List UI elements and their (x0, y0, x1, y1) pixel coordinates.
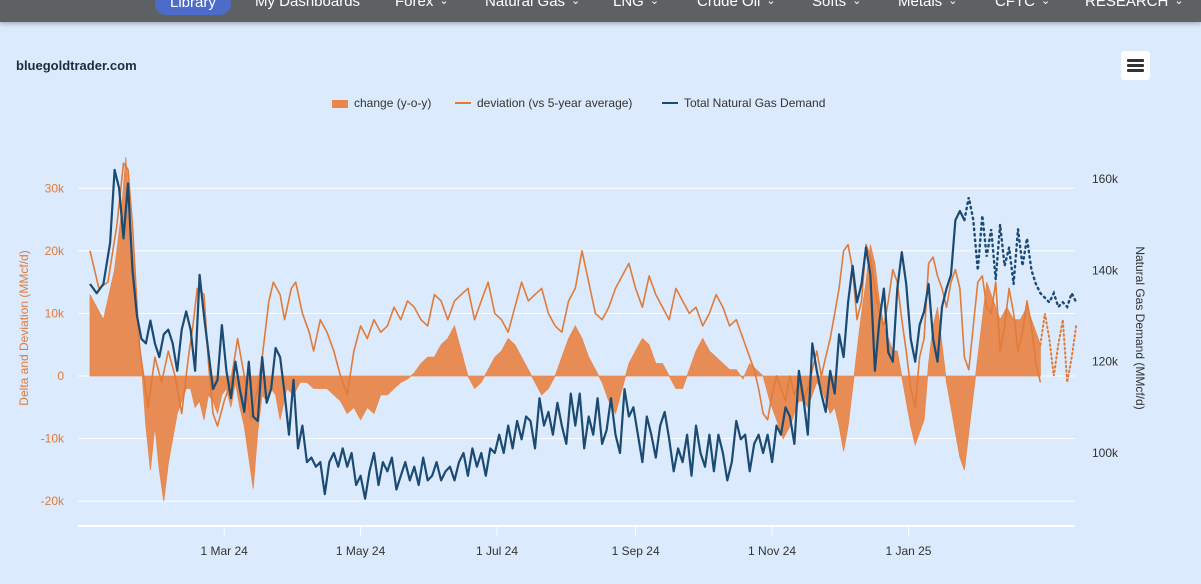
left-tick-label: 20k (45, 244, 65, 258)
legend-line-swatch (662, 102, 678, 104)
menu-bar (1127, 64, 1144, 67)
x-tick-label: 1 Sep 24 (612, 544, 660, 558)
right-tick-label: 100k (1092, 446, 1119, 460)
legend-label: deviation (vs 5-year average) (477, 96, 633, 110)
left-tick-label: -20k (41, 494, 65, 508)
nav-item-forex[interactable]: Forex ⌄ (395, 0, 449, 10)
legend-area-swatch (332, 100, 348, 108)
demand-line-series (89, 168, 1078, 500)
nav-item-my-dashboards[interactable]: My Dashboards (255, 0, 360, 10)
chevron-down-icon: ⌄ (571, 0, 581, 7)
nav-item-softs[interactable]: Softs ⌄ (812, 0, 861, 10)
deviation-line-series (89, 162, 1078, 427)
demand-line (89, 168, 966, 500)
nav-item-label: Natural Gas (485, 0, 566, 10)
right-axis-title: Natural Gas Demand (MMcf/d) (1133, 246, 1147, 409)
deviation-line (89, 162, 1042, 427)
left-axis-title: Delta and Deviation (MMcf/d) (17, 250, 31, 405)
right-tick-label: 120k (1092, 355, 1119, 369)
chevron-down-icon: ⌄ (439, 0, 449, 7)
nav-item-metals[interactable]: Metals ⌄ (898, 0, 957, 10)
legend-label: change (y-o-y) (354, 96, 432, 110)
chevron-down-icon: ⌄ (1041, 0, 1051, 7)
nav-item-label: CFTC (995, 0, 1035, 10)
right-tick-label: 140k (1092, 263, 1119, 277)
nav-item-label: Forex (395, 0, 434, 10)
left-axis: -20k -10k 0 10k 20k 30k Delta and Deviation (M… (17, 181, 65, 508)
left-tick-label: 30k (45, 181, 65, 195)
right-axis: 100k 120k 140k 160k Natural Gas Demand (MMcf… (1092, 172, 1147, 460)
x-axis: 1 Mar 24 1 May 24 1 Jul 24 1 Sep 24 1 Nov 24… (200, 526, 932, 558)
nav-item-lng[interactable]: LNG ⌄ (613, 0, 659, 10)
hamburger-menu-icon[interactable] (1121, 51, 1150, 80)
chevron-down-icon: ⌄ (1174, 0, 1184, 7)
nav-item-label: Crude Oil (697, 0, 761, 10)
chart-credit: bluegoldtrader.com (16, 58, 137, 73)
nav-item-research[interactable]: RESEARCH ⌄ (1085, 0, 1184, 10)
nav-item-label: Metals (898, 0, 943, 10)
x-tick-label: 1 May 24 (336, 544, 386, 558)
x-tick-label: 1 Mar 24 (200, 544, 248, 558)
nav-item-label: Softs (812, 0, 847, 10)
nav-item-label: LNG (613, 0, 644, 10)
change-area (89, 156, 1041, 502)
left-tick-label: -10k (41, 432, 65, 446)
top-nav-bar: Library My Dashboards Forex ⌄ Natural Gas… (0, 0, 1201, 22)
left-tick-label: 0 (57, 369, 64, 383)
x-tick-label: 1 Nov 24 (748, 544, 796, 558)
left-tick-label: 10k (45, 306, 65, 320)
chevron-down-icon: ⌄ (649, 0, 660, 7)
menu-bar (1127, 59, 1144, 62)
right-tick-label: 160k (1092, 172, 1119, 186)
nav-item-label: My Dashboards (255, 0, 361, 10)
chevron-down-icon: ⌄ (852, 0, 862, 7)
legend-label: Total Natural Gas Demand (684, 96, 826, 110)
chevron-down-icon: ⌄ (948, 0, 958, 7)
change-forecast-line (1039, 313, 1078, 383)
change-area-series (89, 156, 1041, 502)
chevron-down-icon: ⌄ (766, 0, 776, 7)
x-tick-label: 1 Jan 25 (885, 544, 931, 558)
nav-item-natural-gas[interactable]: Natural Gas ⌄ (485, 0, 580, 10)
nav-item-cftc[interactable]: CFTC ⌄ (995, 0, 1050, 10)
x-tick-label: 1 Jul 24 (476, 544, 518, 558)
menu-bar (1127, 69, 1144, 72)
nav-item-label: RESEARCH (1085, 0, 1169, 10)
nav-item-label: Library (170, 0, 216, 11)
nav-item-library[interactable]: Library (155, 0, 231, 15)
nav-item-crude-oil[interactable]: Crude Oil ⌄ (697, 0, 776, 10)
demand-forecast-line (963, 197, 1078, 310)
legend-line-swatch (455, 102, 471, 104)
